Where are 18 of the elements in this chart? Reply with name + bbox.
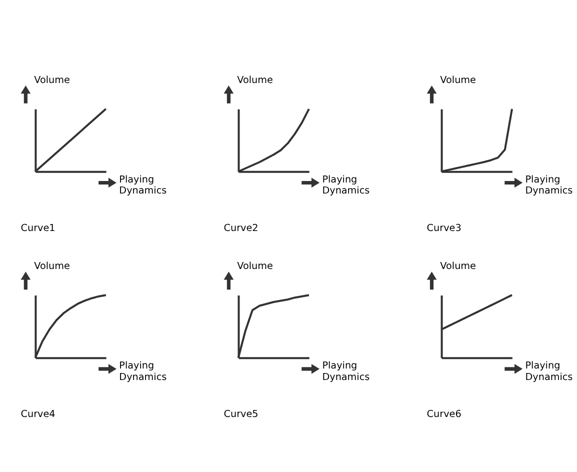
text: Curve4	[20, 409, 56, 420]
y-axis-title: Volume	[440, 74, 476, 86]
y-axis-title: Volume	[440, 261, 476, 272]
text: Curve1	[20, 222, 56, 234]
y-axis-title: Volume	[237, 74, 274, 86]
text: Curve6	[426, 409, 462, 420]
text: Curve2	[224, 222, 258, 234]
y-axis-title: Volume	[34, 74, 70, 86]
text: Curve3	[426, 222, 462, 234]
x-axis-title: Playing Dynamics	[322, 360, 370, 383]
y-axis-title: Volume	[237, 261, 274, 272]
x-axis-title: Playing Dynamics	[119, 360, 167, 383]
y-axis-title: Volume	[34, 261, 70, 272]
x-axis-title: Playing Dynamics	[119, 174, 167, 197]
x-axis-title: Playing Dynamics	[525, 360, 573, 383]
x-axis-title: Playing Dynamics	[525, 174, 573, 197]
text: Curve5	[224, 409, 258, 420]
x-axis-title: Playing Dynamics	[322, 174, 370, 197]
